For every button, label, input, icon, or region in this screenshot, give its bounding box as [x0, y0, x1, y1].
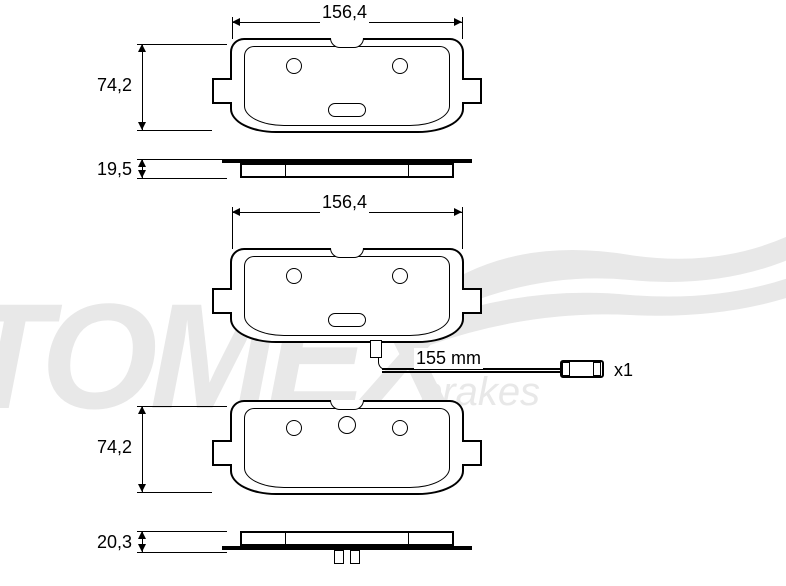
ext-line [462, 17, 463, 39]
dim-top-thickness: 19,5 [95, 159, 134, 180]
side-line [408, 531, 409, 546]
pad-hole [286, 58, 302, 74]
ext-line [137, 552, 227, 553]
dim-bottom-thickness: 20,3 [95, 532, 134, 553]
side-backplate-2 [222, 546, 472, 550]
dim-top-width: 156,4 [320, 2, 369, 23]
side-line [285, 531, 286, 546]
dim-bottom-height: 74,2 [95, 437, 134, 458]
dim-arrow-thickness1 [142, 159, 143, 178]
pad-notch [330, 400, 364, 410]
pad-tab-right [462, 78, 482, 104]
technical-drawing: 156,4 74,2 19,5 156,4 155 mm x1 74,2 [0, 0, 786, 586]
connector-detail [593, 362, 601, 376]
side-friction-2 [240, 531, 454, 546]
pad-slot [328, 103, 366, 117]
side-clip [350, 550, 360, 564]
ext-line [137, 44, 227, 45]
pad-tab-right [462, 288, 482, 314]
ext-line [137, 159, 227, 160]
dim-top-height: 74,2 [95, 75, 134, 96]
ext-line [137, 406, 227, 407]
side-friction-1 [240, 163, 454, 178]
ext-line [462, 207, 463, 249]
pad-tab-left [212, 78, 232, 104]
sensor-exit [370, 340, 382, 358]
dim-arrow-top-height [142, 44, 143, 130]
pad-hole [392, 268, 408, 284]
pad-hole [392, 420, 408, 436]
pad-hole [392, 58, 408, 74]
dim-sensor-length: 155 mm [414, 348, 483, 369]
ext-line [137, 130, 212, 131]
side-clip [334, 550, 344, 564]
dim-mid-width: 156,4 [320, 192, 369, 213]
pad-tab-right [462, 440, 482, 466]
sensor-wire [382, 371, 562, 373]
ext-line [137, 531, 227, 532]
pad-slot [328, 313, 366, 327]
dim-arrow-bot-height [142, 406, 143, 492]
pad-hole [286, 268, 302, 284]
ext-line [137, 178, 227, 179]
sensor-bend [378, 358, 386, 370]
pad-notch [330, 248, 364, 258]
pad-notch [330, 38, 364, 48]
pad-hole-center [338, 416, 356, 434]
connector-detail [562, 362, 570, 376]
pad-hole [286, 420, 302, 436]
ext-line [137, 492, 212, 493]
side-line [408, 163, 409, 178]
dim-arrow-thickness2 [142, 531, 143, 552]
pad-tab-left [212, 288, 232, 314]
sensor-qty: x1 [612, 360, 635, 381]
side-line [285, 163, 286, 178]
pad-tab-left [212, 440, 232, 466]
